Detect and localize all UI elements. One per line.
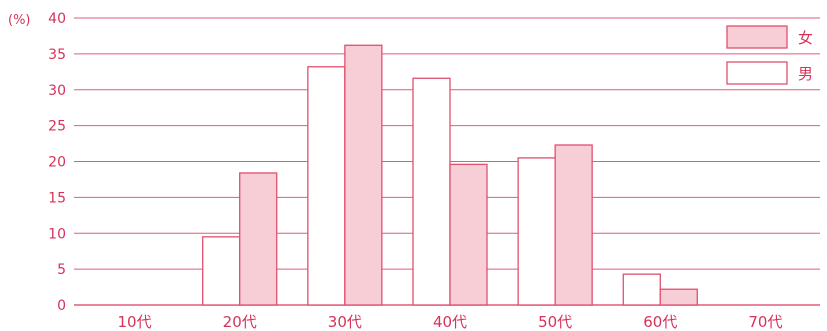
y-axis-ticks: 0 5 10 15 20 25 30 35 40 bbox=[48, 11, 66, 314]
category-label: 40代 bbox=[433, 313, 467, 331]
y-tick-label: 10 bbox=[48, 226, 66, 242]
bar-female-30代 bbox=[344, 44, 383, 306]
bar-female-40代 bbox=[449, 163, 488, 306]
bar-male-20代 bbox=[202, 236, 241, 306]
y-axis-unit-label: (%) bbox=[8, 13, 31, 28]
legend-swatch-女 bbox=[726, 25, 788, 49]
category-label: 10代 bbox=[118, 313, 152, 331]
bar-female-20代 bbox=[239, 172, 278, 306]
y-tick-label: 25 bbox=[48, 119, 66, 135]
bar-male-30代 bbox=[307, 66, 346, 306]
y-tick-label: 5 bbox=[57, 262, 66, 278]
bar-female-50代 bbox=[554, 144, 593, 306]
legend-label: 男 bbox=[798, 65, 813, 83]
bar-male-50代 bbox=[517, 157, 556, 306]
category-label: 70代 bbox=[748, 313, 782, 331]
y-tick-label: 15 bbox=[48, 190, 66, 206]
category-label: 60代 bbox=[643, 313, 677, 331]
legend-label: 女 bbox=[798, 29, 813, 47]
y-tick-label: 35 bbox=[48, 47, 66, 63]
bar-male-40代 bbox=[412, 77, 451, 306]
legend: 女男 bbox=[726, 25, 813, 85]
bar-female-60代 bbox=[659, 288, 698, 306]
y-tick-label: 40 bbox=[48, 11, 66, 27]
category-label: 30代 bbox=[328, 313, 362, 331]
bar-male-60代 bbox=[622, 273, 661, 306]
legend-swatch-男 bbox=[726, 61, 788, 85]
bars bbox=[202, 44, 698, 306]
y-tick-label: 0 bbox=[57, 298, 66, 314]
category-label: 50代 bbox=[538, 313, 572, 331]
y-tick-label: 30 bbox=[48, 83, 66, 99]
y-tick-label: 20 bbox=[48, 155, 66, 171]
x-axis-category-labels: 10代 20代 30代 40代 50代 60代 70代 bbox=[118, 313, 783, 331]
category-label: 20代 bbox=[223, 313, 257, 331]
